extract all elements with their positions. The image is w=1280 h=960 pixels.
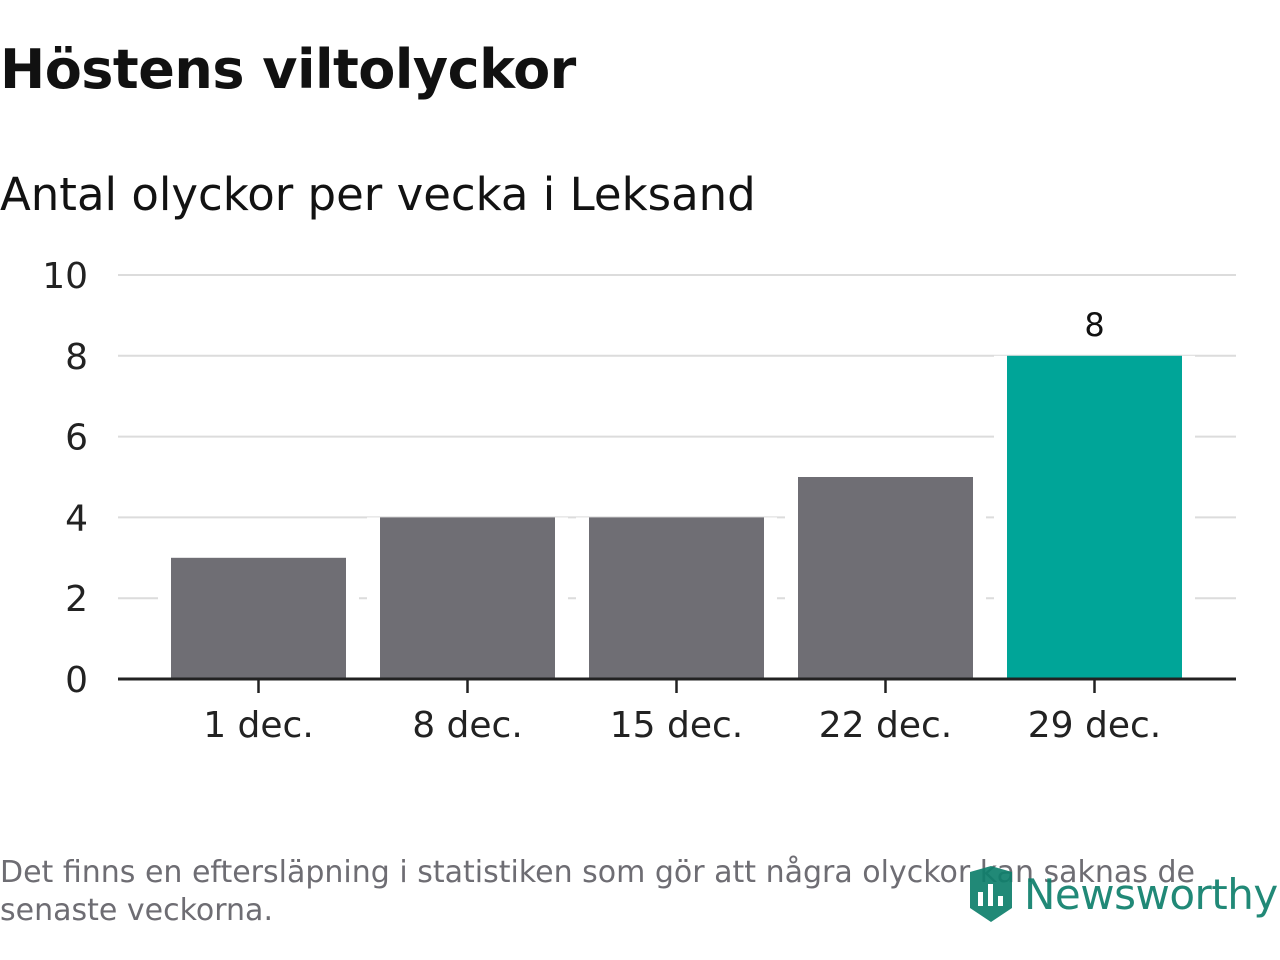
x-tick-label: 22 dec. <box>819 705 953 746</box>
y-tick-label: 10 <box>42 256 88 297</box>
brand-name: Newsworthy <box>1024 870 1278 919</box>
newsworthy-logo-icon <box>964 862 1018 926</box>
x-tick-label: 1 dec. <box>203 705 314 746</box>
y-tick-label: 8 <box>65 337 88 378</box>
x-tick-label: 8 dec. <box>412 705 523 746</box>
y-tick-label: 2 <box>65 579 88 620</box>
bar-5 <box>1007 356 1182 679</box>
x-tick-label: 15 dec. <box>610 705 744 746</box>
y-tick-label: 4 <box>65 498 88 539</box>
bar-1 <box>171 558 346 679</box>
bar-3 <box>589 517 764 679</box>
bar-4 <box>798 477 973 679</box>
axes <box>118 679 1236 693</box>
data-label: 8 <box>1084 306 1104 344</box>
brand-logo: Newsworthy <box>964 862 1278 926</box>
bar-chart: 0 2 4 6 8 10 1 dec. 8 dec. 15 dec. 22 dec. 29 dec.… <box>0 240 1280 760</box>
x-tick-label: 29 dec. <box>1028 705 1162 746</box>
y-tick-label: 0 <box>65 660 88 701</box>
bar-2 <box>380 517 555 679</box>
chart-subtitle: Antal olyckor per vecka i Leksand <box>0 168 756 221</box>
chart-title: Höstens viltolyckor <box>0 38 576 101</box>
y-tick-label: 6 <box>65 418 88 459</box>
